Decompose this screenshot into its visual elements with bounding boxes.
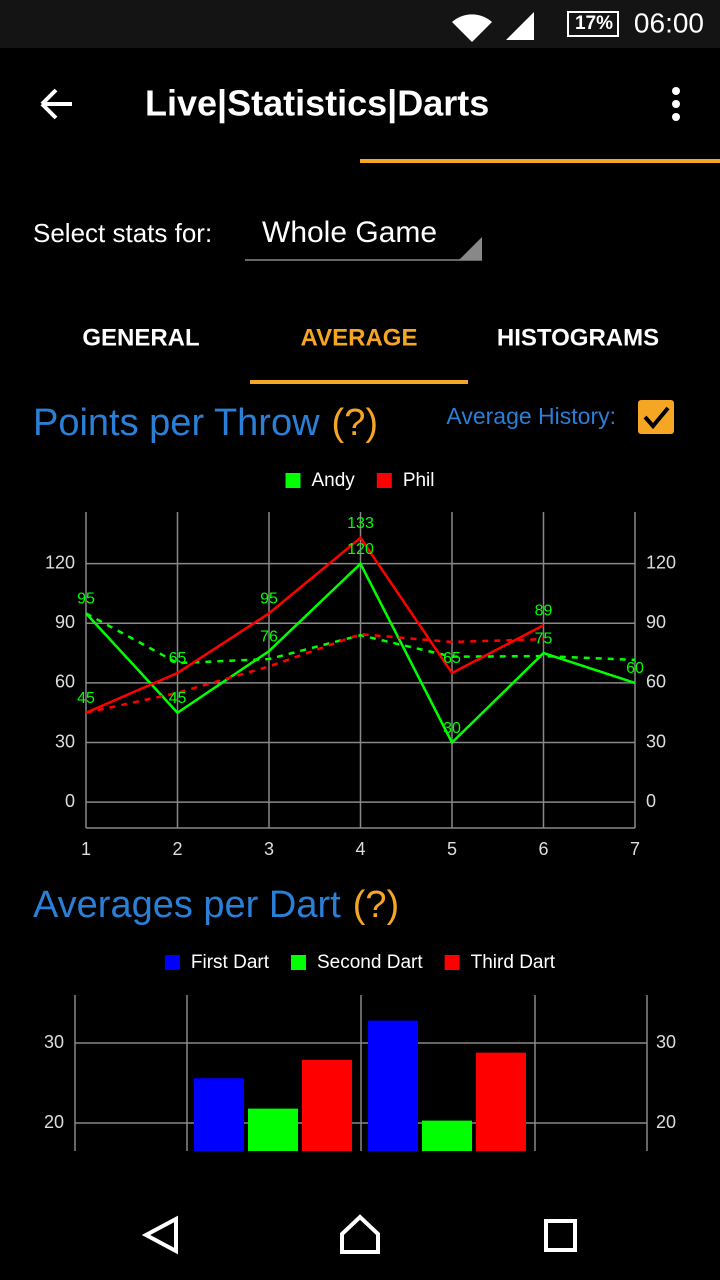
toggle-label: Average History: [446, 403, 616, 429]
help-button[interactable]: (?) [353, 884, 399, 926]
y-tick-label: 60 [55, 672, 75, 692]
y2-tick-label: 30 [656, 1032, 676, 1052]
legend-swatch [285, 473, 301, 488]
bar [368, 1020, 418, 1151]
battery-level: 17% [575, 13, 613, 34]
data-label: 65 [443, 650, 461, 667]
legend-swatch [164, 955, 180, 970]
nav-back[interactable] [141, 1215, 178, 1255]
legend-swatch [291, 955, 307, 970]
data-label: 45 [77, 690, 95, 707]
data-label: 89 [535, 603, 553, 620]
chart-title: Averages per Dart [33, 884, 341, 926]
legend-label: Second Dart [317, 952, 423, 973]
tab[interactable]: GENERAL [82, 324, 199, 351]
battery-icon [567, 11, 619, 37]
y2-tick-label: 120 [646, 552, 676, 572]
data-label: 133 [347, 515, 374, 532]
legend-label: First Dart [191, 952, 270, 973]
selector-value[interactable]: Whole Game [262, 216, 437, 249]
y-tick-label: 0 [65, 791, 75, 811]
overflow-menu[interactable] [672, 87, 680, 121]
tab[interactable]: HISTOGRAMS [497, 324, 659, 351]
tab[interactable]: AVERAGE [301, 324, 418, 351]
y-tick-label: 30 [44, 1032, 64, 1052]
title-underline [360, 159, 720, 163]
y2-tick-label: 60 [646, 672, 666, 692]
y2-tick-label: 0 [646, 791, 656, 811]
section-title: Points per Throw (?) [33, 402, 378, 444]
nav-recents[interactable] [544, 1219, 577, 1252]
x-tick-label: 2 [172, 839, 182, 859]
y-tick-label: 30 [55, 731, 75, 751]
y2-tick-label: 20 [656, 1112, 676, 1132]
bar [422, 1120, 472, 1151]
average-line [85, 612, 636, 665]
y-tick-label: 120 [45, 552, 75, 572]
y2-tick-label: 90 [646, 612, 666, 632]
data-label: 65 [169, 650, 187, 667]
x-tick-label: 7 [630, 839, 640, 859]
wifi-icon [452, 14, 492, 42]
data-line [85, 561, 636, 745]
legend-swatch [444, 955, 460, 970]
nav-home[interactable] [340, 1214, 380, 1254]
x-tick-label: 3 [264, 839, 274, 859]
signal-icon [506, 12, 534, 40]
bar [302, 1059, 352, 1151]
help-button[interactable]: (?) [332, 402, 378, 444]
data-label: 45 [169, 690, 187, 707]
legend-label: Third Dart [471, 952, 556, 973]
bar [194, 1078, 244, 1151]
y-tick-label: 20 [44, 1112, 64, 1132]
data-label: 76 [260, 628, 278, 645]
nav-bar [0, 1185, 720, 1280]
x-tick-label: 4 [355, 839, 365, 859]
tab-indicator [250, 380, 468, 384]
average-history-checkbox[interactable] [638, 400, 674, 434]
section-title: Averages per Dart (?) [33, 884, 399, 926]
spinner-arrow [459, 237, 482, 260]
status-bar [0, 0, 720, 48]
checkmark [643, 406, 670, 430]
data-label: 75 [535, 630, 553, 647]
y2-tick-label: 30 [646, 731, 666, 751]
selector-spinner[interactable]: Whole Game [245, 216, 482, 261]
data-line [85, 535, 545, 714]
bar [476, 1052, 526, 1151]
x-tick-label: 6 [538, 839, 548, 859]
clock: 06:00 [634, 7, 704, 38]
data-label: 30 [443, 720, 461, 737]
x-tick-label: 5 [447, 839, 457, 859]
app-title: Live|Statistics|Darts [145, 83, 489, 125]
back-button[interactable] [40, 88, 72, 120]
x-tick-label: 1 [81, 839, 91, 859]
data-label: 60 [626, 660, 644, 677]
tab-bar: GENERAL AVERAGE HISTOGRAMS [82, 324, 659, 384]
legend-label: Phil [403, 470, 435, 491]
y-tick-label: 90 [55, 612, 75, 632]
selector-label: Select stats for: [33, 218, 212, 248]
chart-title: Points per Throw [33, 402, 320, 444]
legend-swatch [376, 473, 392, 488]
bar [248, 1108, 298, 1151]
data-label: 95 [77, 591, 95, 608]
legend-label: Andy [312, 470, 356, 491]
data-label: 120 [347, 541, 374, 558]
data-label: 95 [260, 591, 278, 608]
